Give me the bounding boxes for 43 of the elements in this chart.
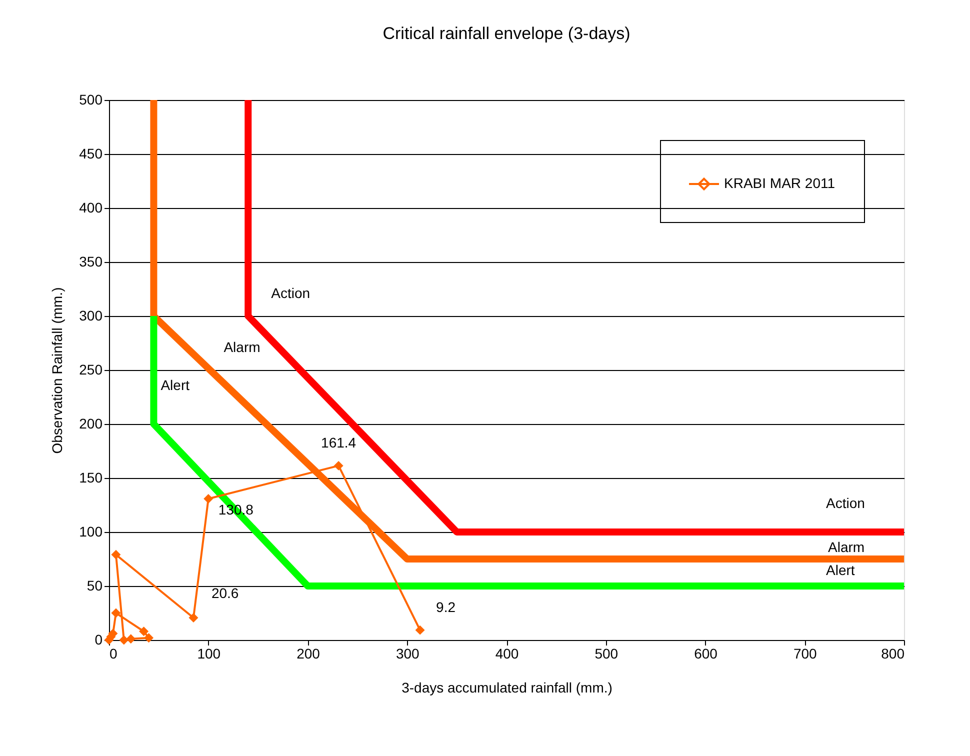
- series-label: Alarm: [828, 539, 865, 555]
- text: Action: [271, 285, 310, 301]
- point: [188, 613, 198, 622]
- series-label: Alert: [160, 377, 190, 393]
- y-tick-label: 300: [79, 308, 103, 324]
- point: [139, 626, 149, 636]
- x-tick-label: 700: [793, 646, 818, 662]
- data-label: 9.2: [436, 599, 456, 616]
- point: [126, 634, 136, 644]
- x-tick-label: 600: [694, 646, 718, 662]
- y-tick-label: 400: [79, 200, 103, 216]
- text: Alarm: [224, 339, 260, 355]
- y-axis-title: Observation Rainfall (mm.): [49, 287, 66, 454]
- data-label: 20.6: [211, 584, 239, 601]
- x-tick-label: 800: [881, 646, 905, 662]
- y-tick-label: 0: [94, 632, 103, 648]
- data-label: 161.4: [321, 434, 356, 451]
- point: [119, 635, 129, 645]
- point: [204, 494, 214, 504]
- y-tick-label: 150: [79, 470, 103, 486]
- x-axis-title: 3-days accumulated rainfall (mm.): [402, 680, 612, 696]
- y-tick-label: 350: [79, 254, 103, 270]
- point: [111, 550, 121, 560]
- x-tick-label: 100: [197, 646, 221, 662]
- x-tick-label: 300: [396, 646, 420, 662]
- x-tick-label: 0: [110, 646, 118, 662]
- y-tick-label: 450: [79, 146, 103, 162]
- point: [415, 625, 425, 635]
- point: [111, 608, 121, 618]
- y-tick-label: 50: [86, 578, 103, 594]
- y-tick-label: 100: [79, 524, 103, 540]
- x-tick-label: 500: [594, 646, 618, 662]
- point: [334, 460, 344, 470]
- y-tick-label: 500: [79, 92, 103, 108]
- y-tick-label: 200: [79, 416, 103, 432]
- x-tick-label: 200: [296, 646, 320, 662]
- legend-label: KRABI MAR 2011: [724, 175, 836, 191]
- chart-title: Critical rainfall envelope (3-days): [382, 24, 630, 43]
- y-tick-label: 250: [79, 362, 103, 378]
- text: Alert: [826, 562, 855, 578]
- point: [144, 633, 154, 643]
- series-label: Action: [826, 495, 865, 511]
- x-tick-label: 400: [495, 646, 519, 662]
